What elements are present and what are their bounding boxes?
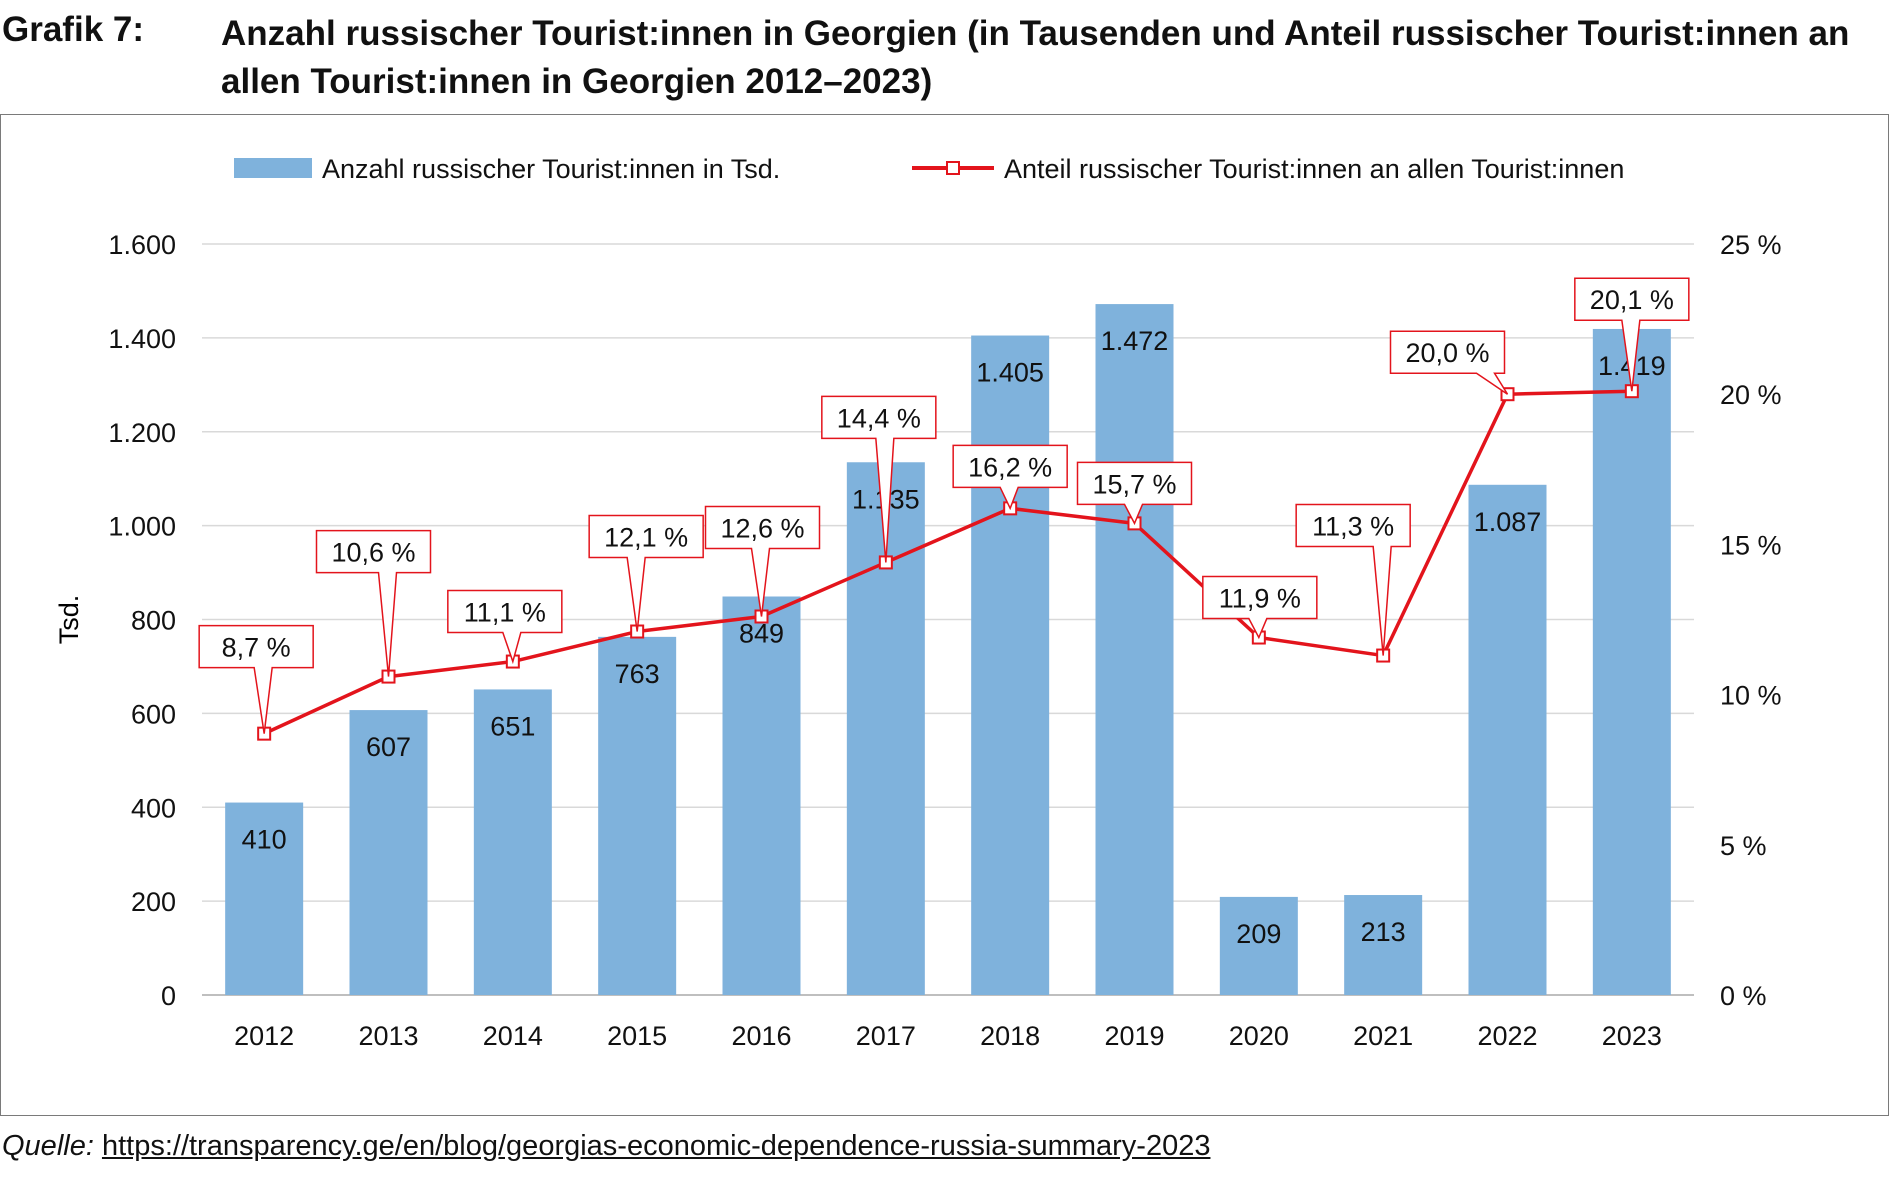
data-callout-box — [1389, 330, 1509, 395]
bar-2015 — [598, 636, 677, 995]
bar-2022 — [1468, 484, 1547, 995]
y2-tick-label: 25 % — [1720, 230, 1782, 260]
x-tick-label: 2020 — [1229, 1021, 1289, 1051]
bar-value-label: 651 — [490, 711, 535, 741]
bar-value-label: 1.087 — [1474, 507, 1542, 537]
data-callout-box — [821, 395, 937, 563]
x-tick-label: 2022 — [1477, 1021, 1537, 1051]
source-note: Quelle: https://transparency.ge/en/blog/… — [2, 1130, 1210, 1163]
legend-bar-swatch — [234, 158, 312, 178]
x-axis: 2012 2013 2014 2015 2016 2017 2018 2019 2020 2021… — [234, 1021, 1662, 1051]
bar-value-label: 410 — [242, 825, 287, 855]
legend: Anzahl russischer Tourist:innen in Tsd. … — [234, 154, 1624, 184]
line-value-label: 15,7 % — [1092, 469, 1176, 499]
line-value-label: 20,1 % — [1590, 285, 1674, 315]
y-axis-right: 0 % 5 % 10 % 15 % 20 % 25 % — [1720, 230, 1782, 1011]
bar-value-label: 1.405 — [976, 358, 1044, 388]
y-tick-label: 0 — [161, 981, 176, 1011]
x-tick-label: 2012 — [234, 1021, 294, 1051]
data-callout-box — [952, 444, 1068, 511]
bar-value-label: 1.472 — [1101, 326, 1169, 356]
bar-2016 — [722, 596, 801, 995]
line-data-labels: 8,7 % 10,6 % 11,1 % 12,1 % 12,6 % 14,4 % 16,2 … — [198, 277, 1690, 734]
data-callout-box — [1295, 503, 1411, 656]
bar-value-label: 209 — [1236, 919, 1281, 949]
x-tick-label: 2018 — [980, 1021, 1040, 1051]
y-tick-label: 1.600 — [108, 230, 176, 260]
chart-frame — [0, 114, 1889, 1116]
line-series — [257, 384, 1639, 741]
line-value-label: 8,7 % — [222, 633, 291, 663]
y-tick-label: 200 — [131, 887, 176, 917]
data-callout-box — [704, 505, 821, 617]
line-value-label: 16,2 % — [968, 452, 1052, 482]
bar-2021 — [1344, 895, 1423, 995]
data-callout-box — [1076, 461, 1193, 526]
y-axis-left: 0 200 400 600 800 1.000 1.200 1.400 1.600 — [108, 230, 176, 1011]
y2-tick-label: 20 % — [1720, 380, 1782, 410]
x-tick-label: 2023 — [1602, 1021, 1662, 1051]
x-tick-label: 2013 — [358, 1021, 418, 1051]
bar-series — [225, 304, 1671, 995]
line-value-label: 10,6 % — [331, 538, 415, 568]
bar-2018 — [971, 335, 1050, 995]
bar-2013 — [349, 710, 428, 995]
x-tick-label: 2016 — [731, 1021, 791, 1051]
combo-chart: 0 200 400 600 800 1.000 1.200 1.400 1.600 0 % 5 %… — [54, 154, 1782, 1051]
data-callout-box — [588, 514, 704, 632]
x-tick-label: 2021 — [1353, 1021, 1413, 1051]
x-tick-label: 2019 — [1104, 1021, 1164, 1051]
figure-header: Grafik 7: Anzahl russischer Tourist:inne… — [0, 0, 1891, 112]
legend-line-label: Anteil russischer Tourist:innen an allen… — [1004, 154, 1624, 184]
x-tick-label: 2014 — [483, 1021, 543, 1051]
y-tick-label: 800 — [131, 606, 176, 636]
data-callout-box — [1202, 575, 1318, 640]
legend-bar-label: Anzahl russischer Tourist:innen in Tsd. — [322, 154, 780, 184]
legend-line-marker — [946, 161, 960, 175]
y2-tick-label: 10 % — [1720, 681, 1782, 711]
source-link[interactable]: https://transparency.ge/en/blog/georgias… — [101, 1130, 1211, 1162]
y-tick-label: 1.000 — [108, 512, 176, 542]
y-axis-title: Tsd. — [54, 595, 84, 645]
x-tick-label: 2015 — [607, 1021, 667, 1051]
data-callout-box — [1574, 277, 1690, 392]
figure-title: Anzahl russischer Tourist:innen in Georg… — [221, 14, 1850, 101]
bar-2012 — [225, 802, 304, 995]
bar-value-label: 849 — [739, 619, 784, 649]
bar-value-label: 607 — [366, 732, 411, 762]
line-value-label: 11,1 % — [464, 598, 546, 628]
line-value-label: 12,1 % — [604, 523, 688, 553]
source-label: Quelle: — [2, 1130, 94, 1162]
line-value-label: 14,4 % — [837, 403, 921, 433]
bar-data-labels: 4106076517638491.1351.4051.4722092131.08… — [242, 326, 1666, 949]
bar-value-label: 213 — [1361, 917, 1406, 947]
data-callout-box — [447, 589, 563, 665]
y-tick-label: 400 — [131, 793, 176, 823]
y2-tick-label: 0 % — [1720, 981, 1767, 1011]
line-value-label: 12,6 % — [720, 513, 804, 543]
line-value-label: 11,3 % — [1312, 512, 1394, 542]
line-value-label: 11,9 % — [1219, 584, 1301, 614]
data-callout-box — [198, 624, 314, 734]
y-tick-label: 1.400 — [108, 324, 176, 354]
y-tick-label: 1.200 — [108, 418, 176, 448]
bar-2023 — [1592, 328, 1671, 995]
share-line — [263, 389, 1632, 736]
y-tick-label: 600 — [131, 699, 176, 729]
bar-2020 — [1219, 896, 1298, 995]
bar-2014 — [473, 689, 552, 995]
y2-tick-label: 15 % — [1720, 530, 1782, 560]
x-tick-label: 2017 — [856, 1021, 916, 1051]
figure-label: Grafik 7: — [2, 10, 144, 49]
data-callout-box — [315, 529, 432, 677]
line-value-label: 20,0 % — [1405, 338, 1489, 368]
bar-2019 — [1095, 304, 1174, 995]
bar-value-label: 763 — [615, 659, 660, 689]
y2-tick-label: 5 % — [1720, 831, 1767, 861]
